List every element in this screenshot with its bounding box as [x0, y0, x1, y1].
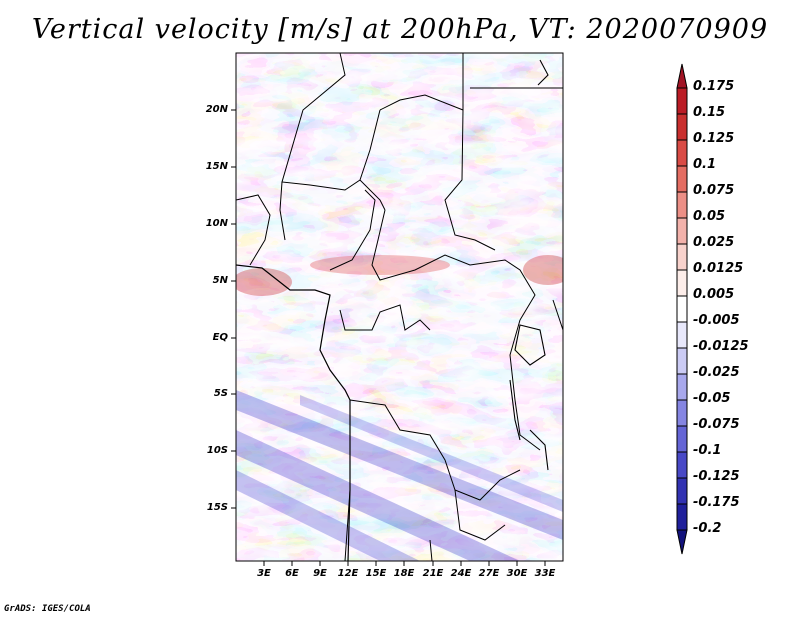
colorbar-label: -0.0125: [693, 339, 749, 354]
lon-tick-label: 27E: [478, 568, 500, 579]
colorbar-segment: [676, 347, 688, 375]
colorbar-segment: [676, 217, 688, 245]
colorbar-label: 0.005: [693, 287, 735, 302]
colorbar-segment: [676, 503, 688, 531]
colorbar-label: 0.175: [693, 79, 735, 94]
axis-ticks: [231, 109, 546, 566]
lon-tick-label: 33E: [534, 568, 556, 579]
colorbar-bottom-arrow: [676, 529, 688, 555]
colorbar-segment: [676, 321, 688, 349]
colorbar-segment: [676, 451, 688, 479]
vertical-velocity-field: [236, 53, 563, 561]
colorbar-label: -0.05: [693, 391, 731, 406]
colorbar-segment: [676, 191, 688, 219]
colorbar-label: -0.125: [693, 469, 740, 484]
colorbar-label: 0.1: [693, 157, 717, 172]
colorbar-label: 0.15: [693, 105, 726, 120]
colorbar: [676, 63, 688, 555]
lon-tick-label: 21E: [422, 568, 444, 579]
lon-tick-label: 18E: [393, 568, 415, 579]
colorbar-label: 0.0125: [693, 261, 744, 276]
lon-tick-label: 15E: [365, 568, 387, 579]
colorbar-label: 0.05: [693, 209, 726, 224]
lat-tick-label: 5S: [213, 388, 228, 399]
colorbar-segment: [676, 399, 688, 427]
colorbar-label: 0.075: [693, 183, 735, 198]
lat-tick-label: 10S: [206, 445, 228, 456]
lon-tick-label: 24E: [450, 568, 472, 579]
lat-tick-label: 5N: [212, 275, 228, 286]
colorbar-label: -0.005: [693, 313, 740, 328]
lon-tick-label: 12E: [337, 568, 359, 579]
colorbar-segment: [676, 295, 688, 323]
colorbar-segment: [676, 87, 688, 115]
lon-tick-label: 30E: [506, 568, 528, 579]
lon-tick-label: 6E: [285, 568, 299, 579]
colorbar-label: -0.2: [693, 521, 722, 536]
lat-tick-label: EQ: [212, 332, 228, 343]
colorbar-label: 0.125: [693, 131, 735, 146]
lon-tick-label: 3E: [257, 568, 271, 579]
lat-tick-label: 15S: [206, 502, 228, 513]
lat-tick-label: 20N: [205, 104, 228, 115]
colorbar-label: -0.025: [693, 365, 740, 380]
colorbar-segment: [676, 373, 688, 401]
lon-tick-label: 9E: [313, 568, 327, 579]
great-lakes: [509, 59, 549, 471]
colorbar-segment: [676, 425, 688, 453]
map-title: Vertical velocity [m/s] at 200hPa, VT: 2…: [31, 14, 769, 45]
footer-credit: GrADS: IGES/COLA: [4, 604, 91, 614]
map-frame: [235, 52, 564, 562]
colorbar-label: -0.1: [693, 443, 722, 458]
coastline: [236, 264, 351, 561]
lat-tick-label: 10N: [205, 218, 228, 229]
colorbar-segment: [676, 269, 688, 297]
colorbar-segment: [676, 165, 688, 193]
colorbar-segment: [676, 113, 688, 141]
colorbar-segment: [676, 477, 688, 505]
colorbar-top-arrow: [676, 63, 688, 89]
colorbar-label: -0.175: [693, 495, 740, 510]
country-borders: [236, 53, 563, 561]
colorbar-label: 0.025: [693, 235, 735, 250]
colorbar-label: -0.075: [693, 417, 740, 432]
colorbar-segment: [676, 139, 688, 167]
colorbar-segment: [676, 243, 688, 271]
lat-tick-label: 15N: [205, 161, 228, 172]
